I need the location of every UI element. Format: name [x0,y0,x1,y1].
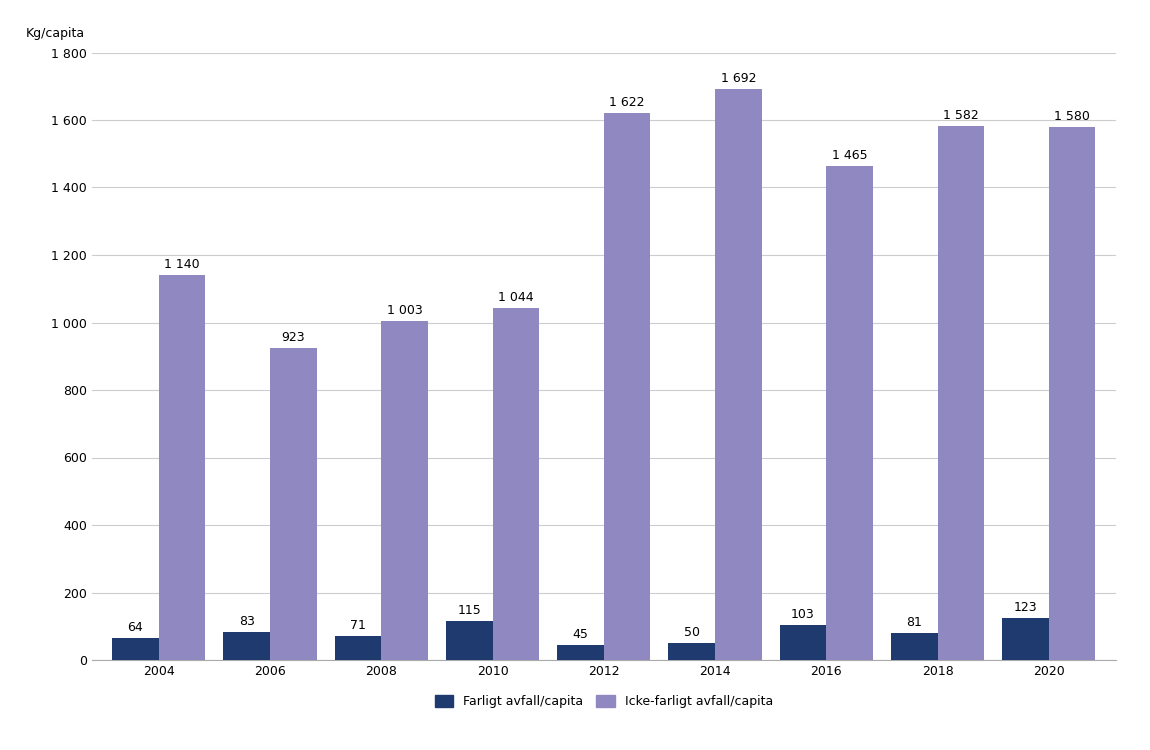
Bar [604,112,651,660]
Bar [715,89,761,660]
Text: 1 622: 1 622 [610,95,645,109]
Bar [1049,127,1096,660]
Bar [492,308,539,660]
Bar [446,621,492,660]
Text: 923: 923 [282,332,305,344]
Text: 123: 123 [1013,602,1037,614]
Text: 45: 45 [573,628,589,640]
Text: 1 465: 1 465 [831,148,867,161]
Text: 50: 50 [683,626,699,639]
Text: 1 692: 1 692 [721,72,756,85]
Bar [270,349,316,660]
Text: 1 044: 1 044 [498,290,534,304]
Text: 83: 83 [239,615,254,628]
Bar [557,645,604,660]
Text: 1 580: 1 580 [1055,110,1090,123]
Bar [335,636,382,660]
Text: 1 003: 1 003 [386,304,422,317]
Bar [1002,619,1049,660]
Bar [937,126,984,660]
Text: Kg/capita: Kg/capita [25,27,85,40]
Bar [780,626,826,660]
Text: 1 582: 1 582 [943,109,979,122]
Bar [159,275,206,660]
Bar [891,633,937,660]
Legend: Farligt avfall/capita, Icke-farligt avfall/capita: Farligt avfall/capita, Icke-farligt avfa… [428,689,780,715]
Text: 71: 71 [350,619,366,632]
Bar [668,644,715,660]
Text: 103: 103 [791,608,814,621]
Bar [112,638,159,660]
Text: 81: 81 [906,616,922,628]
Bar [223,632,270,660]
Text: 1 140: 1 140 [164,258,200,272]
Text: 64: 64 [128,621,144,634]
Bar [382,322,428,660]
Bar [826,166,873,660]
Text: 115: 115 [458,604,481,617]
